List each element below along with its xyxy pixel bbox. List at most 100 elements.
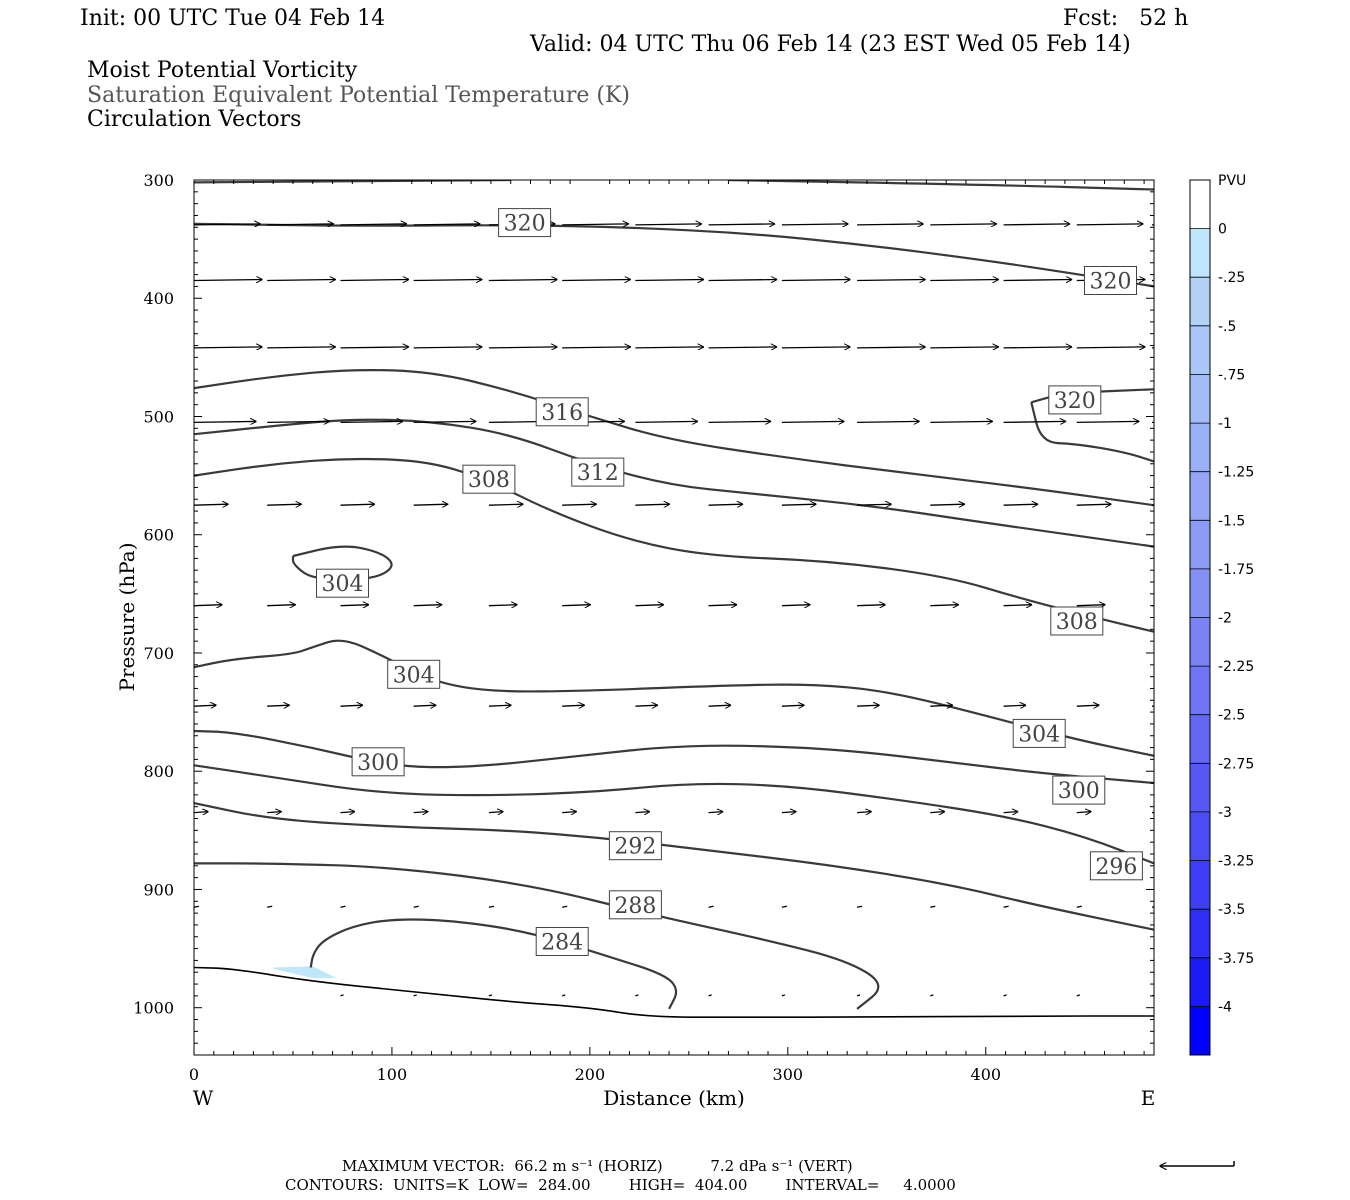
contour-label-box [498,208,552,238]
vector-arrow [267,905,273,908]
vector-arrow [194,280,262,281]
colorbar-tick-label: -2.25 [1218,659,1254,675]
vector-arrow [1151,705,1154,707]
vector-arrow [340,347,409,348]
colorbar-swatch [1190,811,1210,861]
isentrope-308 [194,457,1154,633]
contour-label: 304 [322,572,364,597]
contour-label-box [1050,606,1104,636]
isentrope-304 [194,639,1154,757]
vector-arrow [930,705,952,706]
vector-arrow [340,504,375,505]
contour-label: 308 [468,468,510,493]
vector-arrow [267,705,289,706]
vector-arrow [708,812,723,813]
colorbar-tick-label: -1 [1218,416,1232,432]
vector-arrow [857,347,925,348]
vector-arrow [561,994,566,997]
vector-arrow [635,812,649,813]
negative-pv-shading [273,966,337,979]
vector-arrow [635,504,669,505]
colorbar-tick-label: -1.5 [1218,513,1245,529]
vector-arrow [413,812,428,813]
vector-arrow [635,347,703,348]
vector-arrow [1003,421,1066,422]
vector-arrow [340,905,346,908]
vector-arrow [413,224,480,225]
contour-label: 288 [614,894,656,919]
vector-arrow [488,705,511,706]
colorbar-swatch [1190,860,1210,910]
colorbar-tick-label: -.5 [1218,319,1236,335]
vector-arrow [267,421,329,422]
vector-arrow [1003,994,1007,997]
vector-arrow [708,347,777,348]
vector-arrow [562,605,590,606]
y-tick-label: 600 [143,526,174,545]
colorbar-swatch [1190,374,1210,424]
colorbar-swatch [1190,617,1210,667]
axes: 0 100 200 300 400 300 400 500 600 700 800 900 1000 [133,171,1154,1084]
vector-arrow [1076,421,1139,422]
contour-label: 284 [541,931,583,956]
vector-arrow [562,224,628,225]
vector-arrow [194,224,260,225]
colorbar-swatch [1190,568,1210,618]
vector-arrow [340,280,409,281]
colorbar-tick-label: -3.25 [1218,854,1254,870]
field-moist-pv: Moist Potential Vorticity [87,58,358,83]
isentrope-320 [1030,402,1154,463]
field-theta-es: Saturation Equivalent Potential Temperat… [87,83,630,108]
vector-arrow [708,280,777,281]
x-tick-label: 400 [971,1065,1002,1084]
vector-arrow [194,347,262,348]
vector-arrow [413,705,436,706]
contour-label: 320 [1054,389,1096,414]
y-tick-label: 400 [143,289,174,308]
field-circulation: Circulation Vectors [87,107,302,132]
vector-arrow [340,812,355,813]
contour-label-box [608,831,662,861]
vector-arrow [1003,347,1072,348]
vector-arrow [1076,812,1091,813]
vector-arrow [930,224,996,225]
vector-arrow [1003,605,1032,606]
contour-label-box [316,568,369,598]
vector-arrow [930,421,992,422]
vector-arrow [708,421,771,422]
colorbar-swatch [1190,277,1210,327]
isentrope-284 [309,918,678,1010]
vector-arrow [781,605,810,606]
vector-arrow [781,421,844,422]
vector-arrow [340,421,403,422]
x-tick-label: 0 [189,1065,199,1084]
init-time: Init: 00 UTC Tue 04 Feb 14 [80,6,386,31]
vector-arrow [1003,280,1072,281]
contour-label: 296 [1095,855,1137,880]
max-vector-note: MAXIMUM VECTOR: 66.2 m s⁻¹ (HORIZ) 7.2 d… [342,1157,853,1175]
vector-arrow [488,347,557,348]
vector-arrow [930,605,958,606]
vector-arrow [1003,504,1038,505]
vector-arrow [857,812,871,813]
contour-label-box [535,927,589,956]
contour-label: 320 [504,212,546,237]
vector-arrow [930,504,964,505]
x-tick-label: 100 [377,1065,408,1084]
vector-arrow [267,605,295,606]
x-tick-label: 200 [575,1065,606,1084]
vector-arrow [194,421,256,422]
vector-arrow [781,994,786,997]
vector-arrow [708,224,775,225]
vector-arrow [488,605,517,606]
contour-label-box [351,747,405,777]
vector-arrow [413,605,442,606]
vector-arrow [1076,994,1081,997]
contour-label-box [535,397,589,427]
colorbar-swatch [1190,471,1210,521]
vector-arrow [413,905,419,908]
x-tick-label: 300 [773,1065,804,1084]
colorbar-swatch [1190,423,1210,473]
contour-label: 292 [614,835,656,860]
